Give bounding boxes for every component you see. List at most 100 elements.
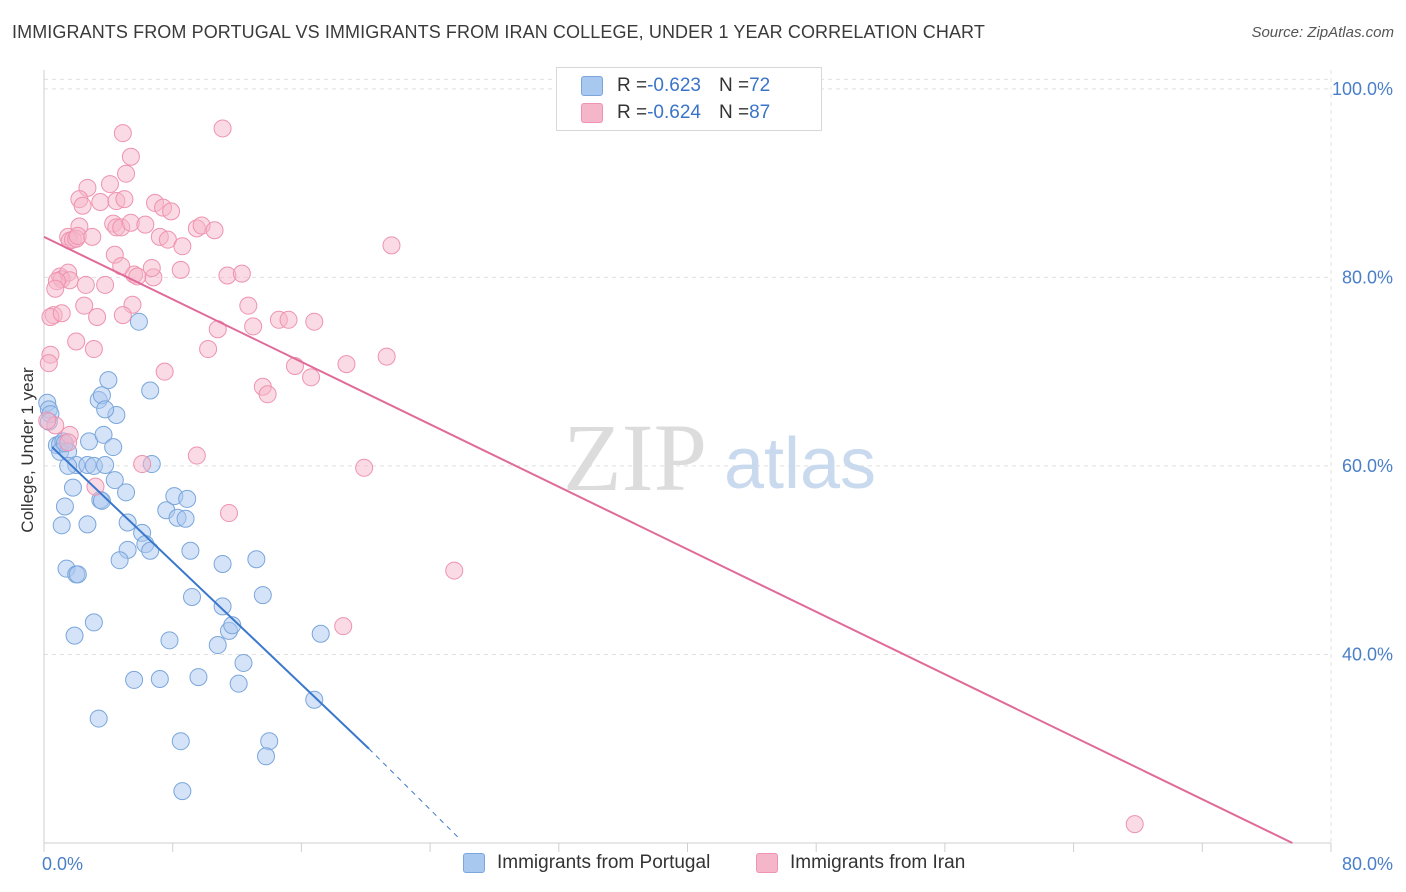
axes — [43, 70, 1332, 852]
legend-portugal-swatch — [463, 853, 485, 873]
iran-r-value: -0.624 — [647, 102, 701, 123]
portugal-point — [84, 613, 103, 632]
portugal-point — [65, 626, 84, 645]
portugal-trend-extension — [368, 748, 460, 839]
iran-point — [155, 362, 174, 381]
iran-point — [239, 296, 258, 315]
iran-point — [199, 340, 218, 359]
iran-point — [334, 617, 353, 636]
iran-point — [377, 347, 396, 366]
stats-row-iran: R = -0.624 N = 87 — [581, 100, 770, 126]
iran-point — [86, 477, 105, 496]
iran-point — [133, 455, 152, 474]
legend-iran-swatch — [756, 853, 778, 873]
x-tick-label: 80.0% — [1342, 854, 1393, 874]
portugal-point — [305, 690, 324, 709]
portugal-point — [78, 515, 97, 534]
iran-point — [73, 196, 92, 215]
iran-point — [100, 175, 119, 194]
iran-point — [232, 264, 251, 283]
portugal-trend-line — [51, 446, 370, 750]
iran-point — [91, 192, 110, 211]
portugal-point — [89, 709, 108, 728]
iran-point — [173, 237, 192, 256]
iran-swatch — [581, 103, 603, 123]
iran-point — [285, 357, 304, 376]
portugal-point — [160, 631, 179, 650]
iran-point — [88, 307, 107, 326]
iran-point — [258, 385, 277, 404]
iran-point — [382, 236, 401, 255]
chart-title: IMMIGRANTS FROM PORTUGAL VS IMMIGRANTS F… — [12, 22, 985, 42]
iran-point — [46, 279, 65, 298]
watermark-zip: ZIP — [563, 404, 707, 511]
portugal-r-value: -0.623 — [647, 75, 701, 96]
iran-point — [117, 164, 136, 183]
iran-point — [39, 354, 58, 373]
portugal-point — [141, 381, 160, 400]
iran-point — [136, 215, 155, 234]
portugal-r-label: R = — [617, 75, 648, 96]
iran-point — [171, 260, 190, 279]
iran-point — [213, 119, 232, 138]
iran-point — [337, 355, 356, 374]
portugal-point — [176, 509, 195, 528]
portugal-point — [110, 551, 129, 570]
iran-point — [75, 296, 94, 315]
tick-labels: 40.0% 60.0% 80.0% 100.0% 0.0% 80.0% — [42, 79, 1393, 874]
watermark-atlas: atlas — [724, 424, 876, 504]
portugal-point — [129, 312, 148, 331]
portugal-n-value: 72 — [749, 75, 771, 96]
source-credit: Source: ZipAtlas.com — [1251, 24, 1394, 41]
y-tick-label: 80.0% — [1342, 267, 1393, 287]
legend-iran-label: Immigrants from Iran — [790, 852, 966, 873]
portugal-point — [229, 674, 248, 693]
iran-point — [205, 221, 224, 240]
portugal-n-label: N = — [718, 75, 750, 96]
iran-point — [279, 310, 298, 329]
iran-point — [187, 446, 206, 465]
series-portugal-points — [38, 312, 330, 801]
portugal-point — [52, 516, 71, 535]
portugal-point — [189, 668, 208, 687]
portugal-point — [223, 616, 242, 635]
portugal-point — [247, 550, 266, 569]
stats-row-portugal: R = -0.623 N = 72 — [581, 73, 770, 99]
iran-point — [38, 411, 57, 430]
portugal-point — [253, 586, 272, 605]
portugal-swatch — [581, 76, 603, 96]
portugal-point — [96, 400, 115, 419]
portugal-point — [171, 732, 190, 751]
portugal-point — [173, 782, 192, 801]
iran-point — [445, 561, 464, 580]
iran-r-label: R = — [617, 102, 648, 123]
iran-point — [76, 275, 95, 294]
y-tick-label: 40.0% — [1342, 644, 1393, 664]
portugal-point — [63, 478, 82, 497]
portugal-point — [234, 653, 253, 672]
iran-point — [302, 368, 321, 387]
portugal-point — [105, 471, 124, 490]
iran-point — [83, 227, 102, 246]
stats-legend: R = -0.623 N = 72 R = -0.624 N = 87 — [556, 67, 822, 131]
iran-point — [67, 332, 86, 351]
legend-item-iran[interactable]: Immigrants from Iran — [756, 852, 965, 874]
iran-point — [355, 458, 374, 477]
iran-trend-line — [43, 235, 1293, 844]
iran-point — [59, 433, 78, 452]
portugal-point — [104, 438, 123, 457]
portugal-point — [99, 371, 118, 390]
portugal-point — [125, 670, 144, 689]
portugal-point — [213, 554, 232, 573]
iran-point — [244, 317, 263, 336]
iran-point — [121, 147, 140, 166]
portugal-point — [311, 624, 330, 643]
legend-item-portugal[interactable]: Immigrants from Portugal — [463, 852, 710, 874]
portugal-point — [141, 541, 160, 560]
y-tick-label: 100.0% — [1332, 79, 1393, 99]
iran-point — [220, 504, 239, 523]
iran-n-label: N = — [718, 102, 750, 123]
portugal-point — [260, 732, 279, 751]
iran-point — [113, 306, 132, 325]
